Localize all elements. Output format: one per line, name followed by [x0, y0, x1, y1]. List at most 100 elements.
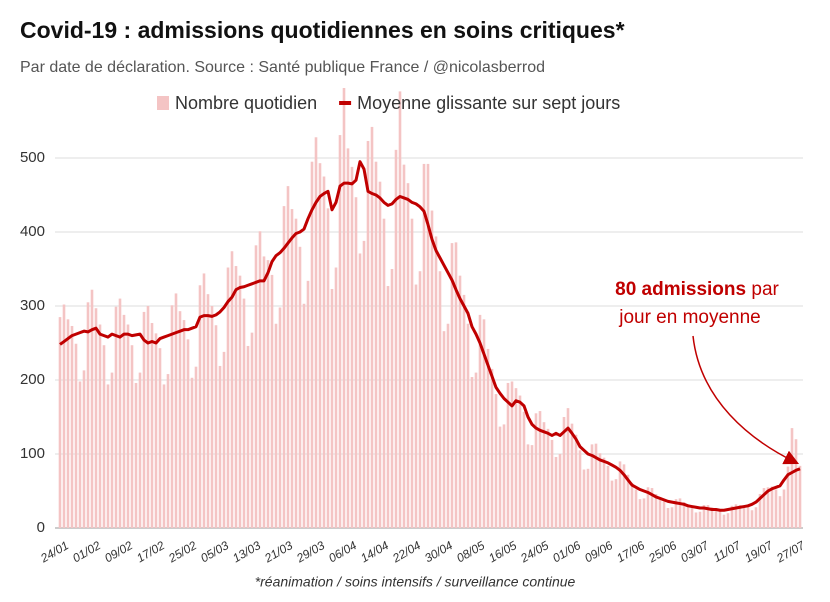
bar — [774, 489, 778, 528]
bar — [746, 506, 750, 528]
bar — [302, 303, 306, 528]
bar — [370, 126, 374, 529]
bar — [554, 456, 558, 528]
bar — [438, 271, 442, 528]
bar — [510, 381, 514, 528]
bar — [218, 365, 222, 528]
x-tick-label: 11/07 — [711, 538, 744, 565]
bar — [306, 280, 310, 528]
bar — [518, 395, 522, 528]
y-tick-label: 0 — [37, 519, 45, 536]
x-tick-label: 24/01 — [37, 538, 71, 566]
bar — [566, 408, 570, 528]
bar — [354, 197, 358, 528]
bar — [230, 251, 234, 529]
bar — [486, 348, 490, 528]
bar — [630, 482, 634, 528]
bar — [270, 274, 274, 528]
bar — [466, 323, 470, 528]
bar — [542, 422, 546, 528]
bar — [734, 504, 738, 528]
annotation-rest: par — [751, 279, 779, 300]
bar — [310, 161, 314, 528]
bar — [418, 271, 422, 528]
bar — [250, 332, 254, 528]
y-tick-label: 200 — [20, 371, 45, 388]
x-tick-label: 29/03 — [293, 538, 327, 566]
bar — [182, 320, 186, 528]
bar — [530, 445, 534, 528]
bar — [674, 499, 678, 528]
bar — [782, 489, 786, 528]
x-tick-label: 22/04 — [389, 538, 423, 566]
bar — [446, 323, 450, 528]
bar — [614, 479, 618, 528]
bar — [546, 428, 550, 528]
annotation-line2: jour en moyenne — [618, 307, 761, 328]
bar — [670, 507, 674, 528]
bar — [750, 510, 754, 528]
bar — [142, 311, 146, 528]
bar — [610, 480, 614, 528]
bar — [666, 508, 670, 528]
bar — [462, 294, 466, 528]
x-tick-label: 16/05 — [486, 538, 519, 565]
bar — [386, 286, 390, 528]
bar — [522, 411, 526, 528]
bar — [414, 284, 418, 528]
bar — [602, 457, 606, 528]
x-tick-label: 09/06 — [582, 538, 615, 565]
bar — [66, 319, 70, 528]
x-tick-label: 25/02 — [165, 538, 199, 566]
bar — [274, 323, 278, 528]
bar — [294, 218, 298, 528]
legend-swatch — [157, 96, 169, 110]
bar — [346, 148, 350, 528]
x-tick-label: 13/03 — [230, 538, 263, 565]
bar — [334, 267, 338, 528]
bar — [362, 240, 366, 528]
bar — [738, 505, 742, 528]
bar — [742, 505, 746, 528]
bar — [494, 394, 498, 528]
bar — [638, 499, 642, 528]
bar — [194, 366, 198, 528]
bar — [598, 453, 602, 528]
bar — [766, 487, 770, 528]
bar — [170, 305, 174, 528]
bar — [106, 384, 110, 528]
bar — [174, 293, 178, 528]
x-tick-label: 30/04 — [422, 538, 455, 565]
bar — [786, 466, 790, 528]
bar — [258, 231, 262, 528]
bar — [266, 260, 270, 528]
bar — [722, 514, 726, 528]
bar — [342, 88, 346, 528]
bar — [622, 464, 626, 528]
bar — [454, 242, 458, 529]
bar — [382, 218, 386, 528]
bar — [534, 413, 538, 528]
bar — [578, 450, 582, 528]
bar — [710, 507, 714, 528]
bar — [502, 424, 506, 528]
bar — [762, 488, 766, 528]
bar — [474, 372, 478, 528]
bar — [402, 164, 406, 528]
x-tick-label: 19/07 — [742, 538, 776, 566]
bar — [178, 311, 182, 528]
bar — [498, 426, 502, 528]
bar — [290, 209, 294, 528]
bar — [606, 465, 610, 528]
bar — [70, 325, 74, 528]
bar — [550, 439, 554, 528]
footnote: *réanimation / soins intensifs / surveil… — [255, 574, 576, 590]
bar — [374, 161, 378, 528]
bar — [526, 444, 530, 528]
bar — [198, 285, 202, 528]
bar — [94, 308, 98, 528]
annotation-arrow — [692, 335, 800, 465]
legend-label: Nombre quotidien — [175, 93, 317, 113]
bar — [98, 324, 102, 528]
